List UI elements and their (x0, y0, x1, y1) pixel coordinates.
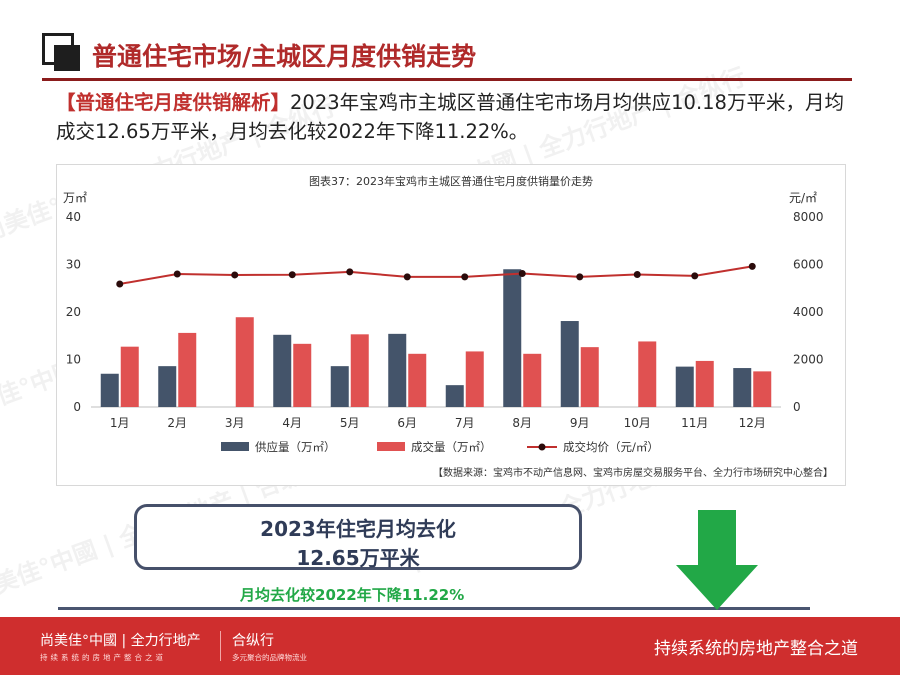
price-line (119, 265, 753, 285)
right-axis-unit: 元/㎡ (789, 191, 817, 205)
x-tick-label: 7月 (455, 416, 475, 430)
deal-bar (580, 347, 599, 407)
x-tick-label: 8月 (512, 416, 532, 430)
right-tick-label: 0 (793, 400, 801, 414)
summary-text: 2023年宝鸡市主城区普通住宅市场月均供应10.18万平米，月均成交12.65万… (56, 91, 844, 143)
highlight-line2: 12.65万平米 (296, 546, 420, 570)
supply-bar (733, 368, 752, 407)
data-source: 【数据来源：宝鸡市不动产信息网、宝鸡市房屋交易服务平台、全力行市场研究中心整合】 (433, 466, 833, 479)
deal-bar (408, 353, 427, 407)
x-tick-label: 3月 (225, 416, 245, 430)
supply-bar (675, 366, 694, 407)
price-point (461, 273, 469, 281)
footer-bar: 尚美佳°中國 | 全力行地产 持续系统的房地产整合之道 合纵行 多元聚合的品牌物… (0, 617, 900, 675)
left-axis-unit: 万㎡ (63, 191, 87, 205)
left-tick-label: 10 (66, 353, 81, 367)
supply-bar (503, 269, 522, 407)
supply-bar (273, 334, 292, 407)
deal-bar (753, 371, 772, 407)
deal-bar (465, 351, 484, 407)
supply-bar (560, 321, 579, 407)
deal-bar (523, 353, 542, 407)
deal-bar (178, 332, 197, 407)
price-point (346, 268, 354, 276)
legend-label-supply: 供应量（万㎡） (255, 440, 336, 454)
price-point (633, 270, 641, 278)
x-tick-label: 6月 (397, 416, 417, 430)
legend-swatch-supply (221, 442, 249, 451)
supply-bar (330, 366, 349, 407)
price-point (231, 271, 239, 279)
left-tick-label: 20 (66, 305, 81, 319)
price-point (518, 270, 526, 278)
page-title: 普通住宅市场/主城区月度供销走势 (92, 42, 477, 71)
baseline-rule (58, 607, 810, 610)
price-point (173, 270, 181, 278)
x-tick-label: 2月 (167, 416, 187, 430)
footer-hezongxing-logo: 合纵行 (232, 633, 274, 649)
x-tick-label: 5月 (340, 416, 360, 430)
x-tick-label: 10月 (624, 416, 651, 430)
right-tick-label: 2000 (793, 353, 824, 367)
footer-divider (220, 631, 221, 661)
highlight-line1: 2023年住宅月均去化 (260, 517, 456, 541)
chart-panel: 图表37：2023年宝鸡市主城区普通住宅月度供销量价走势万㎡ 元/㎡ 0 10 20 30… (56, 164, 846, 486)
left-tick-label: 40 (66, 210, 81, 224)
price-point (116, 280, 124, 288)
deal-bar (695, 360, 714, 407)
footer-hezongxing-tagline: 多元聚合的品牌物流业 (232, 653, 307, 662)
legend-swatch-price-dot (538, 443, 546, 451)
square-logo-icon (42, 33, 82, 73)
deal-bar (350, 334, 369, 407)
summary-paragraph: 【普通住宅月度供销解析】2023年宝鸡市主城区普通住宅市场月均供应10.18万平… (56, 88, 856, 146)
x-tick-label: 9月 (570, 416, 590, 430)
price-point (748, 262, 756, 270)
price-point (403, 273, 411, 281)
summary-tag: 【普通住宅月度供销解析】 (56, 91, 291, 114)
deal-bar (235, 317, 254, 407)
right-tick-label: 6000 (793, 258, 824, 272)
supply-bar (445, 385, 464, 407)
left-tick-label: 30 (66, 258, 81, 272)
legend-label-deal: 成交量（万㎡） (411, 440, 492, 454)
title-divider (42, 78, 852, 81)
legend-label-price: 成交均价（元/㎡） (563, 440, 659, 454)
deal-bar (638, 341, 657, 407)
price-point (288, 271, 296, 279)
supply-bar (100, 373, 119, 407)
right-tick-label: 4000 (793, 305, 824, 319)
supply-bar (388, 333, 407, 407)
chart-title: 图表37：2023年宝鸡市主城区普通住宅月度供销量价走势 (309, 174, 593, 188)
deal-bar (120, 346, 139, 407)
footer-slogan: 持续系统的房地产整合之道 (654, 639, 858, 659)
highlight-box: 2023年住宅月均去化 12.65万平米 (134, 504, 582, 570)
x-tick-label: 12月 (739, 416, 766, 430)
price-point (576, 273, 584, 281)
footer-brand-logo: 尚美佳°中國 | 全力行地产 (40, 633, 201, 649)
left-tick-label: 0 (73, 400, 81, 414)
x-tick-label: 11月 (681, 416, 708, 430)
x-tick-label: 4月 (282, 416, 302, 430)
supply-bar (158, 366, 177, 407)
down-arrow-icon (676, 510, 758, 610)
x-tick-label: 1月 (110, 416, 130, 430)
deal-bar (293, 343, 312, 407)
legend-swatch-deal (377, 442, 405, 451)
right-tick-label: 8000 (793, 210, 824, 224)
price-point (691, 272, 699, 280)
decline-note: 月均去化较2022年下降11.22% (240, 586, 465, 604)
footer-brand-tagline: 持续系统的房地产整合之道 (40, 653, 166, 662)
